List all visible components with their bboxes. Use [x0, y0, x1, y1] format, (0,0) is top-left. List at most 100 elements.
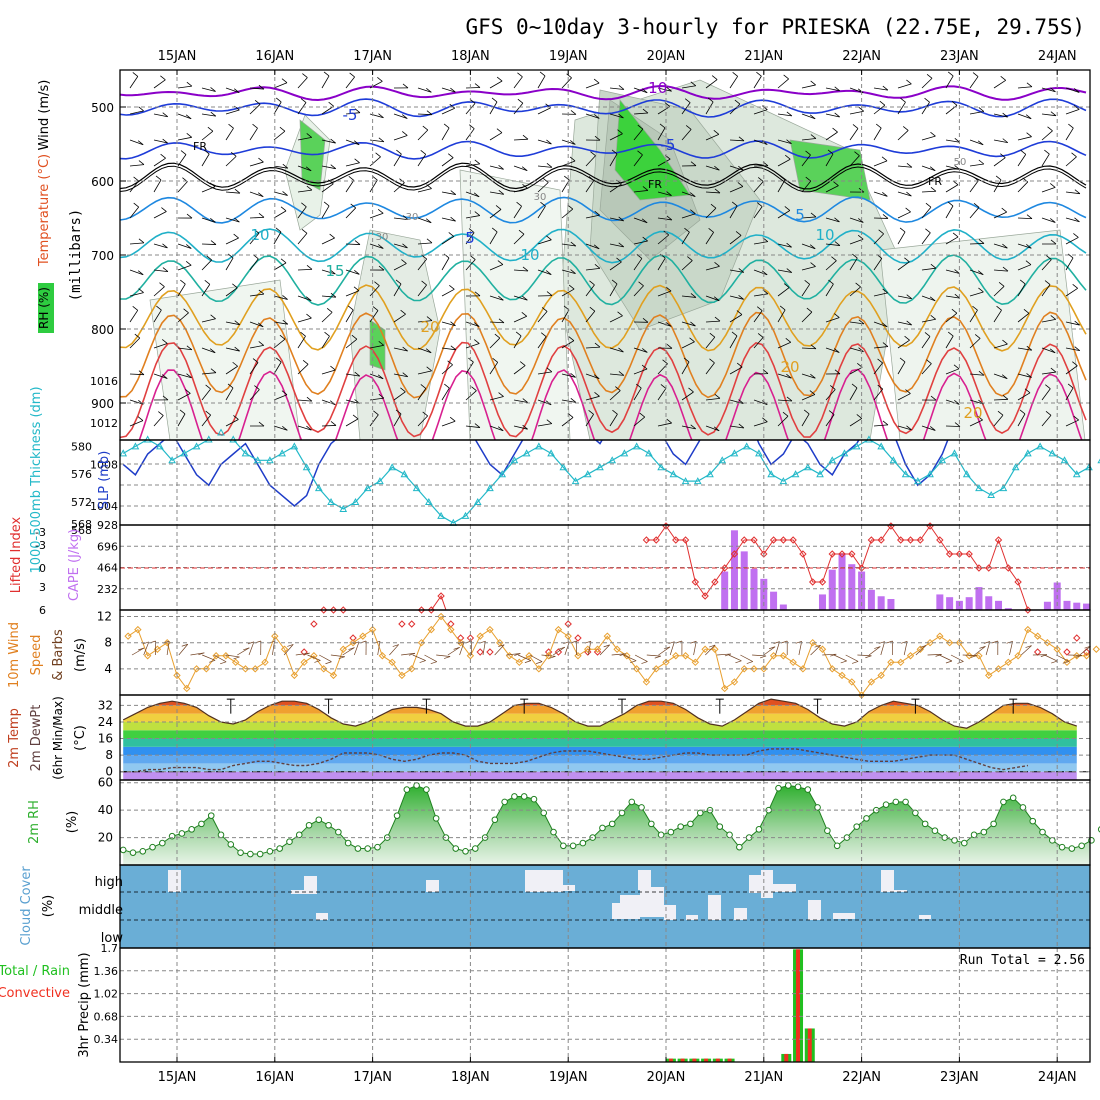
wind-speed-marker [437, 612, 445, 621]
wind-barb [585, 82, 600, 89]
wind-barb-10m [1051, 660, 1058, 664]
precip-conv-bar [784, 1053, 789, 1062]
wind-barb [849, 128, 859, 141]
wind-barb [450, 345, 457, 351]
wind-barb [345, 139, 360, 146]
wind-barb [497, 426, 504, 432]
wind-barb [186, 345, 193, 351]
precip-tick-label: 1.02 [94, 988, 119, 1001]
wind-barb [330, 421, 337, 426]
wind-barb [201, 259, 212, 271]
wind-barb [300, 98, 307, 103]
lifted-index-marker [877, 536, 885, 544]
wind-barb [129, 292, 144, 297]
thickness-marker [473, 497, 482, 505]
wind-barb [904, 257, 910, 263]
slp-tick-label: 1008 [90, 458, 118, 471]
wind-barb [849, 110, 864, 115]
wind-barb [153, 211, 167, 219]
wind-barb [153, 373, 168, 379]
wind-speed-marker [711, 645, 719, 653]
wind-barb [665, 286, 672, 292]
wind-barb [1041, 153, 1050, 167]
lifted-index-marker [554, 648, 563, 656]
wind-barb [129, 164, 144, 167]
isotherm-label: 5 [795, 206, 805, 224]
wind-barb-10m [412, 654, 426, 661]
wind-speed-marker [202, 665, 211, 673]
wind-barb [609, 133, 623, 141]
wind-barb-10m [693, 641, 697, 656]
date-label-top: 20JAN [647, 49, 686, 64]
wind-barb-10m [564, 641, 570, 656]
wind-barb [282, 319, 289, 325]
isotherm-label: 20 [420, 318, 439, 336]
wind-speed-marker [818, 645, 827, 653]
wind-barb [372, 175, 378, 181]
wind-barb [951, 308, 958, 314]
wind-barb [978, 370, 985, 376]
wind-barb-10m [506, 653, 521, 656]
wind-barb [638, 281, 644, 287]
wind-barb [973, 202, 980, 208]
wind-barb [618, 347, 624, 353]
wind-barb [254, 100, 261, 105]
wind-barb [834, 112, 840, 118]
wind-barb [825, 389, 836, 401]
thickness-axis-label: 1000-500mb Thickness (dm) [29, 386, 44, 573]
wind-barb [426, 316, 433, 321]
wind-barb [609, 87, 624, 90]
wind-barb [441, 87, 456, 93]
wind-barb [681, 85, 696, 89]
thickness-marker [119, 449, 128, 457]
rh-marker [256, 850, 264, 858]
rh-marker [833, 842, 841, 850]
wind-barb [858, 218, 864, 223]
date-label-top: 16JAN [255, 49, 294, 64]
wind-barb [569, 156, 576, 162]
wind-barb [921, 295, 936, 302]
lifted-index-marker [1063, 648, 1071, 656]
wind-barb [426, 87, 432, 93]
wind-barb [707, 97, 714, 103]
wind-barb [473, 192, 480, 198]
rh-marker [217, 831, 225, 839]
wind-barb [825, 414, 835, 427]
wind-barb [585, 267, 600, 271]
wind-barb [924, 332, 931, 337]
wind-barb [945, 399, 960, 405]
lifted-index-marker [593, 648, 602, 656]
wind-barb [833, 181, 839, 186]
wind-barb [615, 386, 621, 391]
wind-barb [1041, 113, 1056, 117]
rh-marker [540, 809, 548, 817]
wind-barb [378, 244, 384, 249]
wind-barb [1041, 415, 1052, 427]
wind-barb [393, 391, 406, 401]
wind-barb-10m [198, 652, 205, 656]
wind-barb-10m [735, 660, 742, 664]
wind-barb [1019, 279, 1026, 285]
lifted-index-marker [1024, 606, 1032, 614]
wind-barb-10m [709, 644, 716, 648]
wind-barb [402, 83, 409, 89]
wind-barb [593, 374, 600, 379]
li-tick-label: 0 [39, 562, 46, 575]
wind-barb [518, 229, 525, 235]
wind-barb [441, 127, 450, 141]
wind-barb [786, 373, 792, 379]
wind-barb [636, 254, 643, 259]
rh-marker [794, 783, 802, 791]
cloud-block [426, 880, 439, 892]
wind-barb [421, 254, 427, 260]
wind-barb-10m [1025, 645, 1032, 648]
wind-barb [201, 372, 216, 375]
rh-marker [755, 826, 763, 833]
cape-bar [721, 571, 729, 610]
cape-tick-label: 928 [97, 519, 118, 532]
wind-barb [301, 228, 308, 234]
rh-marker [393, 812, 401, 819]
wind-barb [345, 309, 354, 323]
wind-barb [347, 305, 354, 311]
thickness-marker [755, 449, 763, 457]
